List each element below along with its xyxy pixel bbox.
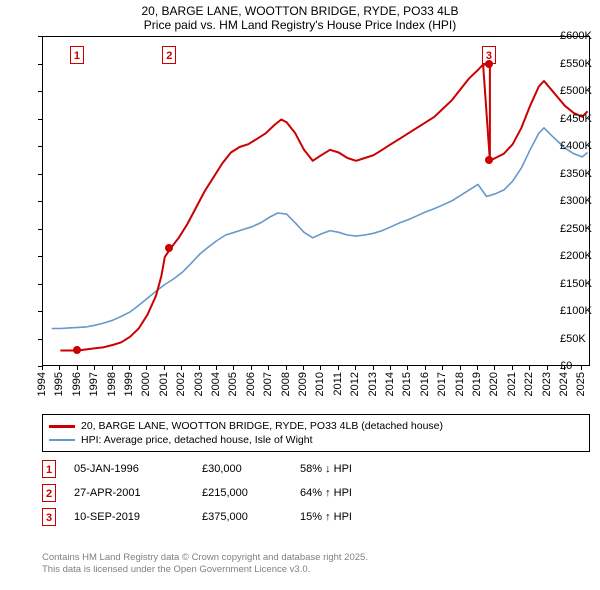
sales-row-date: 05-JAN-1996 [74,463,184,475]
x-tick-label: 2008 [280,372,292,396]
sales-row-marker: 2 [42,484,56,502]
x-tick-label: 2019 [471,372,483,396]
sales-row: 1 05-JAN-1996 £30,000 58% ↓ HPI [42,460,380,478]
legend-label: HPI: Average price, detached house, Isle… [81,434,313,446]
y-tick-label: £350K [560,168,598,180]
sale-dot-2 [165,244,173,252]
sale-dot-3-from [485,60,493,68]
plot-area [42,36,590,366]
x-tick-label: 2016 [419,372,431,396]
x-tick-label: 2002 [175,372,187,396]
x-tick-label: 1999 [123,372,135,396]
sales-row-delta: 58% ↓ HPI [300,463,380,475]
y-tick-label: £450K [560,113,598,125]
sales-row-date: 10-SEP-2019 [74,511,184,523]
hpi-line [52,128,588,329]
y-tick-label: £0 [560,360,598,372]
x-tick-label: 2017 [436,372,448,396]
legend-item: HPI: Average price, detached house, Isle… [49,433,583,447]
sale-dot-1 [73,346,81,354]
y-tick-label: £200K [560,250,598,262]
x-tick-label: 2006 [245,372,257,396]
x-tick-label: 2011 [332,372,344,396]
y-tick-label: £50K [560,333,598,345]
attribution-line2: This data is licensed under the Open Gov… [42,564,368,576]
x-tick-label: 2009 [297,372,309,396]
x-tick-label: 1997 [88,372,100,396]
y-tick-label: £600K [560,30,598,42]
legend: 20, BARGE LANE, WOOTTON BRIDGE, RYDE, PO… [42,414,590,452]
x-tick-label: 2007 [262,372,274,396]
y-tick-label: £250K [560,223,598,235]
sales-row-delta: 64% ↑ HPI [300,487,380,499]
sale-marker-1: 1 [70,46,84,64]
y-tick-label: £150K [560,278,598,290]
x-tick-label: 1994 [36,372,48,396]
x-tick-label: 2010 [314,372,326,396]
x-tick-label: 2014 [384,372,396,396]
chart-container: 20, BARGE LANE, WOOTTON BRIDGE, RYDE, PO… [0,0,600,590]
sale-dot-3 [485,156,493,164]
y-tick-label: £300K [560,195,598,207]
x-tick-label: 2018 [454,372,466,396]
sales-row-price: £30,000 [202,463,282,475]
x-tick-label: 2022 [523,372,535,396]
legend-swatch [49,439,75,441]
x-tick-label: 2025 [575,372,587,396]
sales-row: 2 27-APR-2001 £215,000 64% ↑ HPI [42,484,380,502]
legend-swatch [49,425,75,428]
sale-marker-2: 2 [162,46,176,64]
attribution-line1: Contains HM Land Registry data © Crown c… [42,552,368,564]
x-tick-label: 2004 [210,372,222,396]
sales-row-price: £375,000 [202,511,282,523]
title-subtitle: Price paid vs. HM Land Registry's House … [0,18,600,32]
sales-row-delta: 15% ↑ HPI [300,511,380,523]
x-tick-label: 2024 [558,372,570,396]
sales-row-price: £215,000 [202,487,282,499]
x-tick-label: 1998 [106,372,118,396]
x-tick-label: 2000 [140,372,152,396]
x-tick-label: 2023 [541,372,553,396]
x-tick-label: 2012 [349,372,361,396]
x-tick-label: 2005 [227,372,239,396]
x-tick-label: 2015 [401,372,413,396]
x-tick-label: 2020 [488,372,500,396]
y-tick-label: £400K [560,140,598,152]
x-tick-label: 2001 [158,372,170,396]
title-address: 20, BARGE LANE, WOOTTON BRIDGE, RYDE, PO… [0,0,600,18]
x-tick-label: 2003 [193,372,205,396]
attribution: Contains HM Land Registry data © Crown c… [42,552,368,576]
sales-row-marker: 3 [42,508,56,526]
legend-label: 20, BARGE LANE, WOOTTON BRIDGE, RYDE, PO… [81,420,443,432]
sales-row-date: 27-APR-2001 [74,487,184,499]
sales-table: 1 05-JAN-1996 £30,000 58% ↓ HPI 2 27-APR-2001… [42,460,380,532]
legend-item: 20, BARGE LANE, WOOTTON BRIDGE, RYDE, PO… [49,419,583,433]
sales-row: 3 10-SEP-2019 £375,000 15% ↑ HPI [42,508,380,526]
y-tick-label: £500K [560,85,598,97]
y-tick-label: £550K [560,58,598,70]
x-tick-label: 2021 [506,372,518,396]
x-tick-label: 1996 [71,372,83,396]
subject-line [60,65,587,351]
sales-row-marker: 1 [42,460,56,478]
y-tick-label: £100K [560,305,598,317]
x-tick-label: 2013 [367,372,379,396]
chart-lines [43,37,591,367]
x-tick-label: 1995 [53,372,65,396]
